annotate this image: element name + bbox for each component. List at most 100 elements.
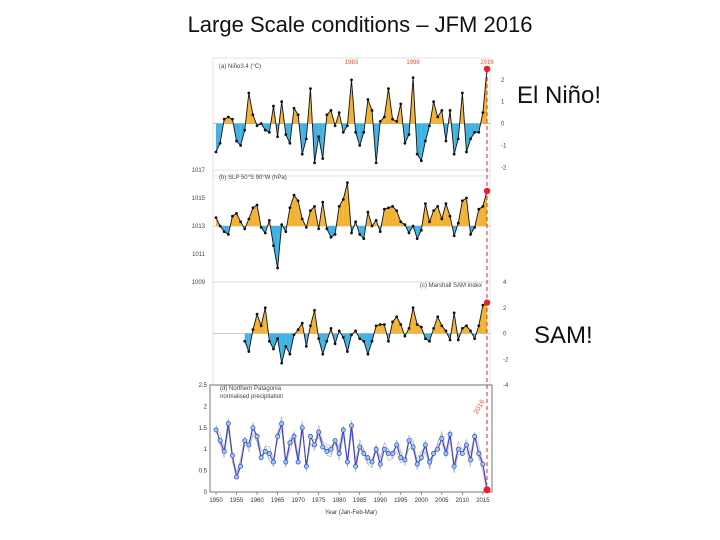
data-point [215, 151, 218, 154]
data-point [247, 350, 250, 353]
data-point [420, 229, 423, 232]
data-point [465, 197, 468, 200]
data-point [436, 315, 439, 318]
data-point [371, 225, 374, 228]
data-point [227, 233, 230, 236]
data-point [436, 116, 439, 119]
data-point [391, 118, 394, 121]
data-point [321, 353, 324, 356]
data-point [260, 324, 263, 327]
data-point [214, 428, 218, 432]
data-point [362, 131, 365, 134]
data-point [223, 118, 226, 121]
x-tick-label: 2005 [435, 498, 449, 504]
data-point [358, 233, 361, 236]
data-point [416, 323, 419, 326]
data-point [445, 202, 448, 205]
data-point [338, 111, 341, 114]
data-point [415, 462, 419, 466]
data-point [289, 142, 292, 145]
data-point [461, 92, 464, 95]
data-point [449, 339, 452, 342]
data-point [230, 454, 234, 458]
data-point [432, 100, 435, 103]
panel-title: (a) Niño3.4 (°C) [219, 64, 261, 70]
x-tick-label: 2010 [456, 498, 470, 504]
data-point [301, 322, 304, 325]
data-point [378, 462, 382, 466]
data-point [222, 449, 226, 453]
data-point [453, 312, 456, 315]
x-tick-label: 1955 [230, 498, 244, 504]
data-point [313, 161, 316, 164]
x-tick-label: 1995 [394, 498, 408, 504]
data-point [297, 199, 300, 202]
panel-title: (c) Marshall SAM index [420, 283, 482, 289]
data-point [362, 340, 365, 343]
data-point [436, 447, 440, 451]
data-point [350, 333, 353, 336]
data-point [252, 206, 255, 209]
data-point [375, 324, 378, 327]
x-tick-label: 1970 [291, 498, 305, 504]
data-point [395, 443, 399, 447]
panel-precipitation: 2.521.510.501950 1955 1960 1965 1970 1975 1980… [199, 383, 492, 516]
data-point [280, 100, 283, 103]
anomaly-fill [290, 195, 294, 226]
panel-nino34: 210-1-2(a) Niño3.4 (°C)1983 1998 2016 [213, 58, 507, 176]
data-point [243, 340, 246, 343]
data-point [251, 426, 255, 430]
data-point [293, 333, 296, 336]
data-point [293, 107, 296, 110]
data-point [252, 113, 255, 116]
data-point [391, 205, 394, 208]
data-point [317, 430, 321, 434]
data-point [403, 335, 406, 338]
data-point [371, 109, 374, 112]
data-point [457, 339, 460, 342]
data-point [219, 142, 222, 145]
data-point [350, 232, 353, 235]
data-point [403, 223, 406, 226]
data-point [280, 223, 283, 226]
data-point [383, 323, 386, 326]
data-point [247, 92, 250, 95]
data-point [440, 324, 443, 327]
data-point [354, 220, 357, 223]
x-tick-label: 2015 [476, 498, 490, 504]
data-point [424, 202, 427, 205]
data-point [428, 124, 431, 127]
panel-sam: 420-2-4(c) Marshall SAM index [213, 280, 509, 389]
data-point [259, 456, 263, 460]
data-point [374, 447, 378, 451]
data-point [408, 327, 411, 330]
data-point-2016 [484, 487, 490, 493]
data-point [342, 198, 345, 201]
data-point [345, 460, 349, 464]
data-point [305, 137, 308, 140]
highlight-year-label: 1998 [406, 60, 420, 66]
data-point [317, 227, 320, 230]
data-point [457, 222, 460, 225]
highlight-year-label: 2016 [480, 60, 494, 66]
y-tick-label: 1 [501, 100, 505, 106]
data-point [362, 451, 366, 455]
data-point [358, 445, 362, 449]
x-axis-label: Year (Jan-Feb-Mar) [325, 510, 377, 516]
data-point [231, 215, 234, 218]
data-point [453, 153, 456, 156]
y-tick-label: 0.5 [199, 469, 208, 475]
data-point [477, 451, 481, 455]
y-tick-label: 0 [501, 122, 505, 128]
data-point [371, 340, 374, 343]
data-point [309, 209, 312, 212]
data-point [391, 321, 394, 324]
y-tick-label: 1013 [192, 224, 206, 230]
data-point [395, 120, 398, 123]
data-point [330, 236, 333, 239]
data-point [337, 451, 341, 455]
data-point [423, 443, 427, 447]
data-point [305, 226, 308, 229]
data-point [321, 201, 324, 204]
data-point [304, 464, 308, 468]
